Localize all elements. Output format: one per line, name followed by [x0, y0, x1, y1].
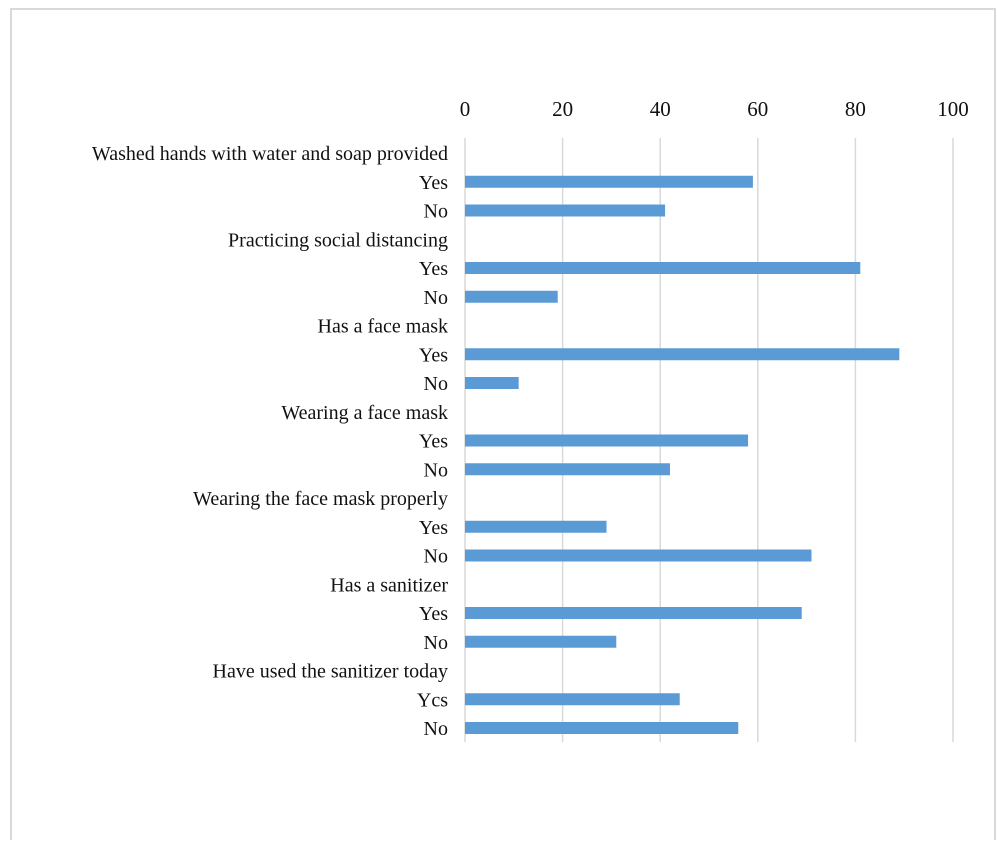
category-label-13: Yes	[419, 517, 448, 539]
group-label-12: Wearing the face mask properly	[193, 488, 448, 510]
group-label-9: Wearing a face mask	[281, 402, 448, 424]
group-label-3: Practicing social distancing	[228, 229, 448, 251]
bar-17	[465, 635, 617, 648]
category-label-20: No	[424, 718, 448, 740]
bar-1	[465, 175, 753, 188]
group-label-15: Has a sanitizer	[330, 574, 448, 596]
chart-frame	[10, 8, 996, 840]
bar-7	[465, 348, 900, 361]
x-tick-label-1: 20	[552, 97, 573, 121]
x-tick-label-2: 40	[650, 97, 671, 121]
bar-11	[465, 463, 670, 476]
bar-10	[465, 434, 749, 447]
group-label-6: Has a face mask	[318, 316, 449, 338]
category-label-2: No	[424, 201, 448, 223]
category-label-1: Yes	[419, 172, 448, 194]
x-tick-label-0: 0	[460, 97, 471, 121]
category-label-19: Ycs	[417, 689, 448, 711]
category-label-11: No	[424, 459, 448, 481]
bar-14	[465, 549, 812, 562]
category-label-8: No	[424, 373, 448, 395]
bar-13	[465, 520, 607, 533]
bar-8	[465, 377, 519, 389]
bar-16	[465, 607, 802, 619]
x-tick-label-4: 80	[845, 97, 866, 121]
x-tick-label-5: 100	[937, 97, 969, 121]
category-label-17: No	[424, 632, 448, 654]
group-label-18: Have used the sanitizer today	[213, 661, 448, 683]
bar-20	[465, 722, 739, 734]
category-label-16: Yes	[419, 603, 448, 625]
x-axis-ticks: 0 20 40 60 80 100	[460, 97, 969, 121]
x-tick-label-3: 60	[747, 97, 768, 121]
category-label-4: Yes	[419, 258, 448, 280]
category-label-14: No	[424, 546, 448, 568]
category-labels: Washed hands with water and soap provide…	[92, 143, 448, 740]
category-label-5: No	[424, 287, 448, 309]
bar-19	[465, 693, 680, 706]
group-label-0: Washed hands with water and soap provide…	[92, 143, 448, 165]
category-label-10: Yes	[419, 431, 448, 453]
bar-5	[465, 290, 558, 303]
bars	[465, 175, 900, 734]
bar-2	[465, 204, 666, 217]
bar-4	[465, 262, 861, 274]
category-label-7: Yes	[419, 344, 448, 366]
